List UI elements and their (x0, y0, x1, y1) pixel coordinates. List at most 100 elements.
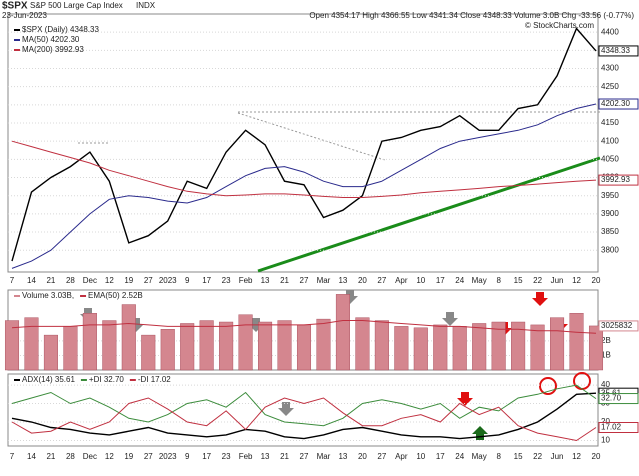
y-tick-label: 3800 (601, 245, 619, 254)
quote: Open 4354.17 High 4366.55 Low 4341.34 Cl… (309, 11, 634, 20)
x-tick-label: Jun (551, 452, 564, 461)
x-tick-label: 27 (144, 276, 153, 285)
x-tick-label: 17 (202, 276, 211, 285)
series-line (11, 384, 597, 427)
x-tick-label: Apr (395, 276, 408, 285)
x-tick-label: 27 (144, 452, 153, 461)
last-value-flag (598, 45, 639, 57)
x-tick-label: 28 (66, 452, 75, 461)
x-tick-label: 10 (416, 276, 425, 285)
y-tick-label: 4100 (601, 136, 619, 145)
x-tick-label: 8 (496, 452, 501, 461)
volume-bar (433, 324, 448, 371)
y-tick-label: 20 (601, 417, 610, 426)
x-tick-label: 28 (66, 276, 75, 285)
x-tick-label: 17 (436, 452, 445, 461)
x-tick-label: 2023 (159, 276, 177, 285)
volume-bar (335, 294, 350, 371)
last-value-flag (598, 320, 639, 332)
x-tick-label: 21 (46, 276, 55, 285)
legend-entry: MA(200) 3992.93 (22, 45, 84, 54)
legend-entry: -DI 17.02 (138, 375, 171, 384)
series-line (11, 392, 597, 440)
symbol: $SPX (2, 1, 28, 12)
volume-bar (569, 313, 584, 371)
red-arrow (457, 392, 473, 406)
last-value-flag (598, 393, 639, 405)
volume-bar (472, 323, 487, 371)
x-tick-label: Mar (317, 452, 331, 461)
last-value-label: 3025832 (601, 321, 633, 330)
x-tick-label: 21 (280, 452, 289, 461)
x-tick-label: 9 (185, 276, 190, 285)
x-tick-label: 15 (514, 276, 523, 285)
x-tick-label: 27 (377, 452, 386, 461)
volume-bar (413, 327, 428, 371)
series-line (11, 397, 597, 442)
x-tick-label: Feb (239, 452, 253, 461)
series-line (11, 27, 597, 262)
volume-bar (4, 320, 20, 371)
exchange: INDX (136, 1, 156, 10)
x-tick-label: 19 (124, 276, 133, 285)
x-tick-label: 27 (377, 276, 386, 285)
x-tick-label: 13 (261, 452, 270, 461)
x-tick-label: 19 (124, 452, 133, 461)
x-tick-label: 14 (27, 276, 36, 285)
x-tick-label: 17 (436, 276, 445, 285)
highlight-circle (539, 377, 557, 395)
series-line (11, 103, 597, 269)
volume-bar (63, 326, 78, 371)
x-tick-label: 20 (358, 452, 367, 461)
last-value-label: 32.70 (601, 394, 622, 403)
volume-bar (199, 320, 214, 371)
series-line (11, 320, 597, 334)
x-tick-label: 20 (358, 276, 367, 285)
x-tick-label: 21 (280, 276, 289, 285)
x-tick-label: Jun (551, 276, 564, 285)
volume-bar (452, 326, 467, 371)
series-line (11, 140, 597, 198)
x-tick-label: 8 (496, 276, 501, 285)
x-tick-label: 27 (300, 276, 309, 285)
x-tick-label: 13 (338, 276, 347, 285)
last-value-label: 17.02 (601, 423, 622, 432)
x-tick-label: 22 (533, 452, 542, 461)
x-tick-label: May (472, 452, 487, 461)
credit: © StockCharts.com (525, 21, 594, 30)
volume-bar (160, 329, 175, 371)
x-tick-label: 13 (261, 276, 270, 285)
x-tick-label: Dec (83, 452, 97, 461)
volume-bar (82, 313, 97, 371)
legend-entry: $SPX (Daily) 4348.33 (22, 25, 99, 34)
x-tick-label: 12 (572, 452, 581, 461)
y-tick-label: 4050 (601, 154, 619, 163)
gray-arrow (278, 402, 294, 416)
x-tick-label: 7 (10, 452, 15, 461)
y-tick-label: 1B (601, 351, 611, 360)
volume-bar (355, 317, 370, 371)
volume-bar (24, 317, 39, 371)
y-tick-label: 4250 (601, 82, 619, 91)
volume-bar (296, 324, 312, 371)
legend-entry: Volume 3.03B, (22, 291, 74, 300)
last-value-label: 3992.93 (601, 175, 630, 184)
volume-bar (491, 321, 506, 371)
x-tick-label: 12 (105, 276, 114, 285)
dotted-line (237, 112, 386, 161)
volume-bar (374, 320, 389, 371)
date: 23-Jun-2023 (2, 11, 47, 20)
x-tick-label: 14 (27, 452, 36, 461)
volume-bar (530, 324, 545, 371)
x-tick-label: 20 (592, 452, 601, 461)
x-tick-label: 2023 (159, 452, 177, 461)
x-tick-label: Feb (239, 276, 253, 285)
volume-bar (102, 320, 117, 371)
x-tick-label: 23 (222, 452, 231, 461)
x-tick-label: 12 (572, 276, 581, 285)
y-tick-label: 4400 (601, 27, 619, 36)
x-tick-label: 20 (592, 276, 601, 285)
volume-bar (141, 334, 156, 371)
